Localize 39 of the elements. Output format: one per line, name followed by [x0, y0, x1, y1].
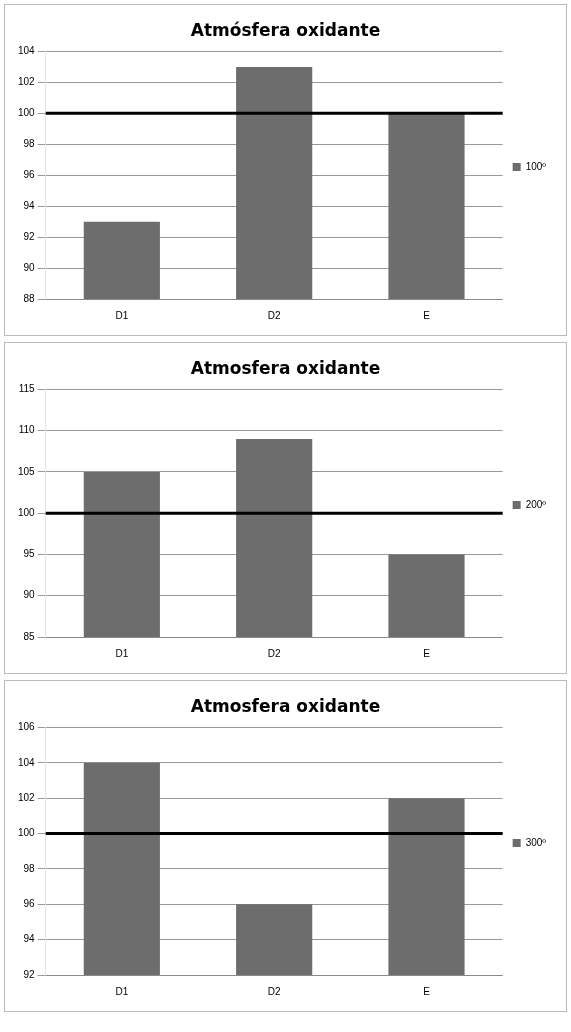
- x-tick-label: E: [423, 647, 431, 659]
- y-tick-label: 98: [23, 862, 36, 874]
- y-tick-label: 95: [23, 548, 36, 560]
- y-tick-label: 105: [18, 465, 36, 477]
- x-tick-label: D1: [115, 647, 129, 659]
- chart-title: Atmosfera oxidante: [190, 357, 381, 378]
- legend-label: 200º: [525, 498, 547, 510]
- y-tick-label: 110: [18, 424, 36, 436]
- legend-label: 100º: [525, 160, 547, 172]
- y-tick-label: 96: [23, 168, 36, 180]
- y-tick-label: 88: [23, 292, 36, 304]
- y-tick-label: 94: [23, 199, 36, 211]
- y-tick-label: 92: [23, 968, 36, 980]
- chart-title: Atmósfera oxidante: [190, 19, 381, 40]
- y-tick-label: 100: [18, 827, 36, 839]
- y-tick-label: 96: [23, 898, 36, 910]
- x-tick-label: D1: [115, 985, 129, 997]
- y-tick-label: 85: [23, 630, 36, 642]
- y-tick-label: 102: [18, 76, 36, 88]
- y-tick-label: 100: [18, 107, 36, 119]
- y-tick-label: 102: [18, 791, 36, 803]
- y-tick-label: 104: [18, 756, 36, 768]
- x-tick-label: D1: [115, 309, 129, 321]
- chart-title: Atmosfera oxidante: [190, 695, 381, 716]
- y-tick-label: 94: [23, 933, 36, 945]
- legend-label: 300º: [525, 836, 547, 848]
- x-tick-label: D2: [267, 985, 281, 997]
- x-tick-label: D2: [267, 309, 281, 321]
- x-tick-label: D2: [267, 647, 281, 659]
- x-tick-label: E: [423, 309, 431, 321]
- y-tick-label: 106: [18, 721, 36, 733]
- y-tick-label: 90: [23, 261, 36, 273]
- y-tick-label: 100: [18, 506, 36, 518]
- x-tick-label: E: [423, 985, 431, 997]
- y-tick-label: 92: [23, 230, 36, 242]
- y-tick-label: 98: [23, 138, 36, 149]
- y-tick-label: 115: [18, 383, 36, 395]
- y-tick-label: 104: [18, 45, 36, 57]
- y-tick-label: 90: [23, 589, 36, 601]
